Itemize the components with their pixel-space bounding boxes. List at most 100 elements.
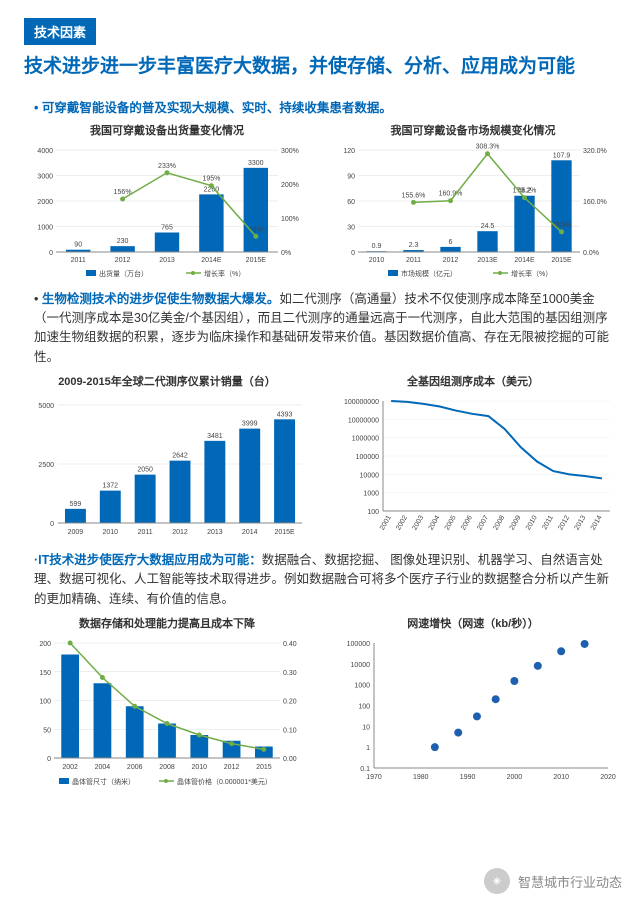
chart-market: 03060901200.0%160.0%320.0%0.920102.32011… (328, 140, 618, 280)
svg-text:2015E: 2015E (274, 529, 295, 536)
svg-text:2020: 2020 (600, 774, 616, 781)
svg-text:3300: 3300 (248, 159, 264, 166)
svg-text:1000: 1000 (37, 224, 53, 231)
svg-text:2001: 2001 (379, 514, 393, 531)
svg-text:2012: 2012 (443, 257, 459, 264)
footer: ✴ 智慧城市行业动态 (484, 868, 622, 894)
svg-text:160.0%: 160.0% (583, 199, 607, 206)
svg-text:0.10: 0.10 (283, 727, 297, 734)
svg-text:308.3%: 308.3% (476, 143, 500, 150)
svg-text:2015E: 2015E (246, 257, 267, 264)
svg-text:2008: 2008 (159, 764, 175, 771)
svg-text:50: 50 (43, 727, 51, 734)
svg-text:2012: 2012 (115, 257, 131, 264)
svg-text:0%: 0% (281, 250, 291, 257)
svg-text:2006: 2006 (460, 514, 474, 531)
svg-text:230: 230 (117, 238, 129, 245)
svg-text:765: 765 (161, 224, 173, 231)
svg-text:100000: 100000 (356, 454, 379, 461)
svg-text:晶体管尺寸（纳米）: 晶体管尺寸（纳米） (72, 777, 135, 786)
svg-text:10000000: 10000000 (348, 417, 379, 424)
chart2a-title: 2009-2015年全球二代测序仪累计销量（台） (22, 373, 312, 389)
svg-text:2013: 2013 (574, 514, 588, 531)
svg-text:100000: 100000 (347, 641, 370, 648)
svg-text:90: 90 (74, 241, 82, 248)
svg-text:1970: 1970 (366, 774, 382, 781)
svg-text:155.6%: 155.6% (402, 192, 426, 199)
svg-text:2010: 2010 (553, 774, 569, 781)
chart1a-title: 我国可穿戴设备出货量变化情况 (22, 122, 312, 138)
svg-text:2.3: 2.3 (409, 242, 419, 249)
chart-netspeed: 0.11101001000100001000001970198019902000… (328, 633, 618, 788)
category-tag: 技术因素 (24, 18, 96, 45)
svg-text:晶体管价格（0.000001*美元）: 晶体管价格（0.000001*美元） (177, 777, 272, 786)
svg-text:4000: 4000 (37, 148, 53, 155)
svg-text:增长率（%）: 增长率（%） (204, 269, 245, 278)
svg-text:0.30: 0.30 (283, 670, 297, 677)
chart2b-title: 全基因组测序成本（美元） (328, 373, 618, 389)
svg-text:0.20: 0.20 (283, 699, 297, 706)
svg-text:0.9: 0.9 (372, 243, 382, 250)
svg-text:100: 100 (358, 704, 370, 711)
svg-text:10000: 10000 (351, 662, 371, 669)
svg-text:100000000: 100000000 (344, 399, 379, 406)
section3-text: ·IT技术进步使医疗大数据应用成为可能：数据融合、数据挖掘、 图像处理识别、机器… (34, 551, 616, 609)
svg-text:出货量（万台）: 出货量（万台） (99, 269, 148, 278)
svg-text:2500: 2500 (38, 462, 54, 469)
section3-lead: ·IT技术进步使医疗大数据应用成为可能： (34, 553, 262, 567)
chart-shipments: 010002000300040000%100%200%300%902011230… (22, 140, 312, 280)
svg-text:3000: 3000 (37, 173, 53, 180)
svg-text:1: 1 (366, 745, 370, 752)
svg-text:1000: 1000 (354, 683, 370, 690)
svg-text:3481: 3481 (207, 433, 223, 440)
svg-text:2000: 2000 (37, 199, 53, 206)
svg-text:2011: 2011 (138, 529, 153, 536)
svg-text:2011: 2011 (541, 514, 555, 531)
svg-text:1980: 1980 (413, 774, 429, 781)
chart-storage-cost: 0501001502000.000.100.200.300.4020022004… (22, 633, 312, 788)
svg-text:2009: 2009 (68, 529, 84, 536)
svg-text:市场规模（亿元）: 市场规模（亿元） (401, 269, 457, 278)
page-title: 技术进步进一步丰富医疗大数据，并使存储、分析、应用成为可能 (24, 53, 616, 81)
svg-text:2004: 2004 (428, 514, 442, 531)
svg-text:200: 200 (39, 641, 51, 648)
svg-text:2008: 2008 (492, 514, 506, 531)
svg-text:107.9: 107.9 (553, 152, 571, 159)
footer-text: 智慧城市行业动态 (518, 872, 622, 891)
bullet-1: 可穿戴智能设备的普及实现大规模、实时、持续收集患者数据。 (34, 97, 616, 116)
svg-text:2050: 2050 (137, 467, 153, 474)
svg-text:2010: 2010 (525, 514, 539, 531)
chart3a-title: 数据存储和处理能力提高且成本下降 (22, 615, 312, 631)
svg-text:2013E: 2013E (477, 257, 498, 264)
svg-text:10000: 10000 (360, 472, 380, 479)
svg-text:2007: 2007 (476, 514, 490, 531)
svg-text:2002: 2002 (395, 514, 409, 531)
svg-text:2013: 2013 (159, 257, 175, 264)
svg-text:2004: 2004 (95, 764, 111, 771)
svg-text:100: 100 (367, 509, 379, 516)
svg-text:2009: 2009 (509, 514, 523, 531)
svg-text:30: 30 (347, 224, 355, 231)
chart-genome-cost: 1001000100001000001000000100000001000000… (328, 391, 618, 541)
chart1b-title: 我国可穿戴设备市场规模变化情况 (328, 122, 618, 138)
svg-text:2012: 2012 (557, 514, 571, 531)
svg-text:2014: 2014 (590, 514, 604, 531)
svg-text:3999: 3999 (242, 421, 258, 428)
svg-text:2012: 2012 (224, 764, 240, 771)
svg-text:233%: 233% (158, 162, 176, 169)
svg-text:200%: 200% (281, 182, 299, 189)
svg-text:0.0%: 0.0% (583, 250, 599, 257)
svg-text:195%: 195% (202, 175, 220, 182)
svg-text:150: 150 (39, 670, 51, 677)
svg-text:0: 0 (50, 521, 54, 528)
chart-sequencer-sales: 0250050005992009137220102050201126422012… (22, 391, 312, 541)
svg-text:320.0%: 320.0% (583, 148, 607, 155)
svg-text:2642: 2642 (172, 453, 188, 460)
svg-text:10: 10 (362, 725, 370, 732)
svg-text:24.5: 24.5 (481, 223, 495, 230)
svg-text:增长率（%）: 增长率（%） (511, 269, 552, 278)
svg-text:2006: 2006 (127, 764, 143, 771)
svg-text:300%: 300% (281, 148, 299, 155)
svg-text:60: 60 (347, 199, 355, 206)
svg-text:2011: 2011 (406, 257, 421, 264)
